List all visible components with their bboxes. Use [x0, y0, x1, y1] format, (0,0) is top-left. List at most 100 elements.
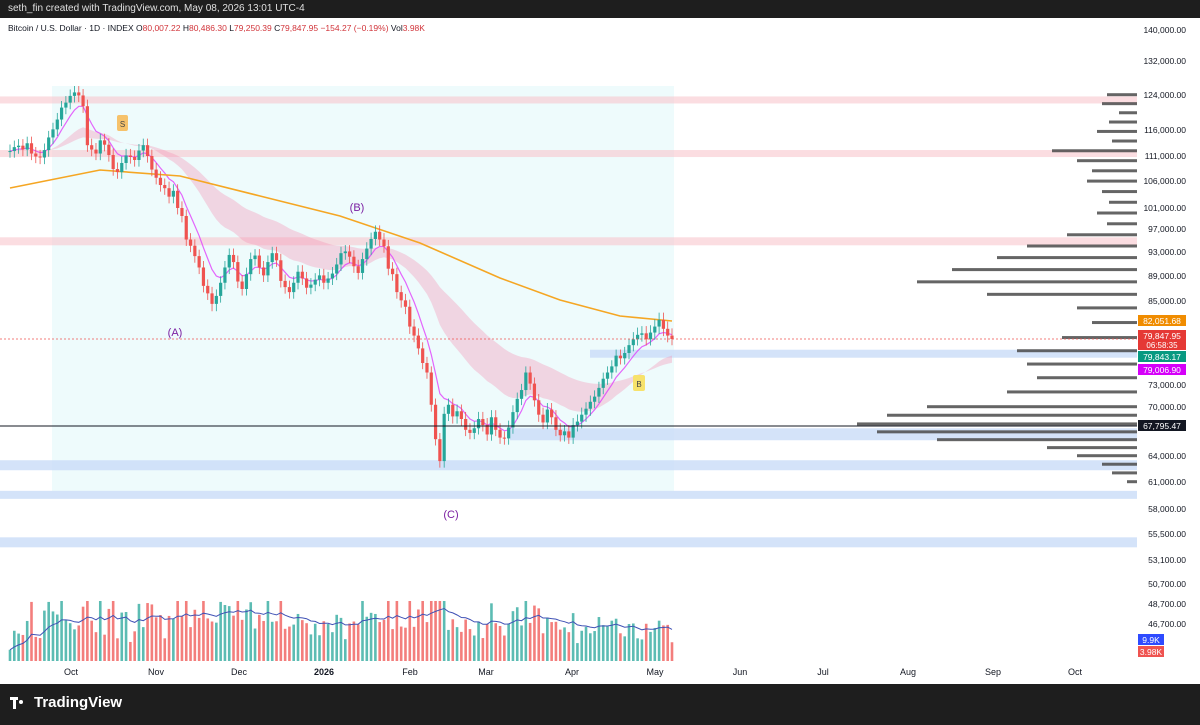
candle-body	[223, 267, 227, 283]
volume-bar	[322, 621, 326, 661]
time-axis-label: Oct	[1068, 667, 1083, 677]
candle-body	[408, 306, 412, 327]
candle-body	[614, 355, 618, 367]
candle-body	[270, 253, 274, 263]
volume-bar	[395, 601, 399, 661]
volume-profile-bar	[1109, 200, 1137, 204]
candle-body	[21, 145, 25, 150]
volume-profile-bar	[1067, 233, 1137, 237]
volume-bar	[301, 620, 304, 661]
candle-body	[459, 411, 463, 419]
candle-body	[343, 251, 347, 254]
candle-body	[98, 140, 102, 154]
candle-body	[249, 259, 253, 275]
candle-body	[145, 145, 150, 156]
price-tag	[1138, 364, 1186, 375]
candle-body	[382, 239, 386, 247]
candle-body	[12, 147, 16, 152]
candle-body	[537, 400, 541, 415]
price-chart[interactable]: (A) (B) (C) S B 140,000.00 132,000.00 124,000.0…	[0, 18, 1200, 684]
price-tag-text: 79,843.17	[1143, 352, 1181, 362]
volume-profile-bar	[1027, 362, 1137, 366]
time-axis-label: Dec	[231, 667, 248, 677]
volume-bar	[606, 626, 609, 661]
volume-bar	[34, 636, 38, 661]
volume-bar	[636, 638, 639, 661]
volume-profile-bar	[1092, 169, 1137, 173]
volume-bar	[98, 601, 102, 661]
volume-bar	[511, 611, 515, 661]
tradingview-logo[interactable]: TradingView	[10, 694, 122, 711]
price-axis-label: 132,000.00	[1143, 56, 1186, 66]
time-axis-label: Jun	[733, 667, 748, 677]
volume-profile-bar	[1077, 159, 1137, 163]
price-axis-label: 116,000.00	[1144, 125, 1186, 135]
buy-signal-text: B	[636, 380, 641, 389]
tradingview-logo-icon	[10, 696, 28, 709]
volume-profile-bar	[937, 438, 1137, 442]
volume-bar	[382, 619, 386, 661]
volume-bar	[352, 621, 356, 661]
candle-body	[77, 92, 81, 96]
volume-bar	[640, 639, 644, 661]
volume-bar	[64, 620, 68, 661]
volume-bar	[623, 636, 627, 661]
candle-body	[550, 409, 554, 418]
candle-body	[274, 253, 279, 261]
candle-body	[59, 107, 64, 120]
volume-profile-bar	[1077, 454, 1137, 458]
volume-bar	[253, 628, 257, 661]
sell-signal-marker	[117, 115, 128, 131]
volume-bar	[107, 608, 111, 661]
price-tag-text: 82,051.68	[1143, 316, 1181, 326]
candle-body	[601, 378, 605, 388]
candle-body	[90, 145, 94, 150]
candle-body	[567, 431, 571, 438]
candle-body	[292, 282, 296, 293]
volume-bar	[86, 601, 89, 661]
volume-bar	[348, 623, 351, 661]
candle-body	[494, 417, 498, 430]
candle-body	[124, 155, 128, 163]
volume-profile-bar	[1102, 190, 1137, 194]
candle-body	[580, 414, 584, 422]
candle-body	[425, 362, 429, 373]
volume-bar	[601, 625, 605, 661]
volume-bar	[541, 633, 545, 661]
candle-body	[640, 333, 644, 335]
candle-body	[81, 95, 85, 107]
volume-profile-bar	[887, 413, 1137, 417]
candle-body	[412, 326, 416, 336]
candle-body	[120, 162, 124, 173]
symbol-name: Bitcoin / U.S. Dollar · 1D · INDEX	[8, 23, 134, 33]
time-axis-label: Nov	[148, 667, 165, 677]
volume-bar	[240, 619, 244, 661]
volume-bar	[120, 612, 124, 661]
volume-profile-bar	[1112, 471, 1137, 475]
candle-body	[25, 143, 29, 150]
candle-body	[399, 292, 403, 301]
volume-bar	[460, 631, 463, 661]
price-axis-label: 111,000.00	[1145, 151, 1187, 161]
volume-bar	[236, 601, 240, 661]
volume-bar	[378, 622, 381, 661]
candle-body	[524, 372, 528, 391]
candle-body	[184, 215, 188, 240]
volume-bar	[485, 624, 489, 661]
candle-body	[322, 275, 326, 283]
volume-bar	[176, 601, 179, 661]
support-zone	[590, 349, 1137, 358]
volume-profile-bar	[1092, 321, 1137, 325]
time-axis-label: Feb	[402, 667, 418, 677]
volume-bar	[227, 606, 231, 661]
price-tag	[1138, 315, 1186, 326]
volume-bar	[649, 631, 652, 661]
candle-body	[373, 231, 377, 239]
candle-body	[16, 145, 21, 148]
candle-body	[631, 339, 635, 346]
price-axis-label: 53,100.00	[1148, 555, 1186, 565]
volume-bar	[51, 611, 55, 661]
volume-profile-bar	[1047, 446, 1137, 450]
volume-bar	[172, 618, 175, 661]
price-axis-label: 61,000.00	[1148, 477, 1186, 487]
